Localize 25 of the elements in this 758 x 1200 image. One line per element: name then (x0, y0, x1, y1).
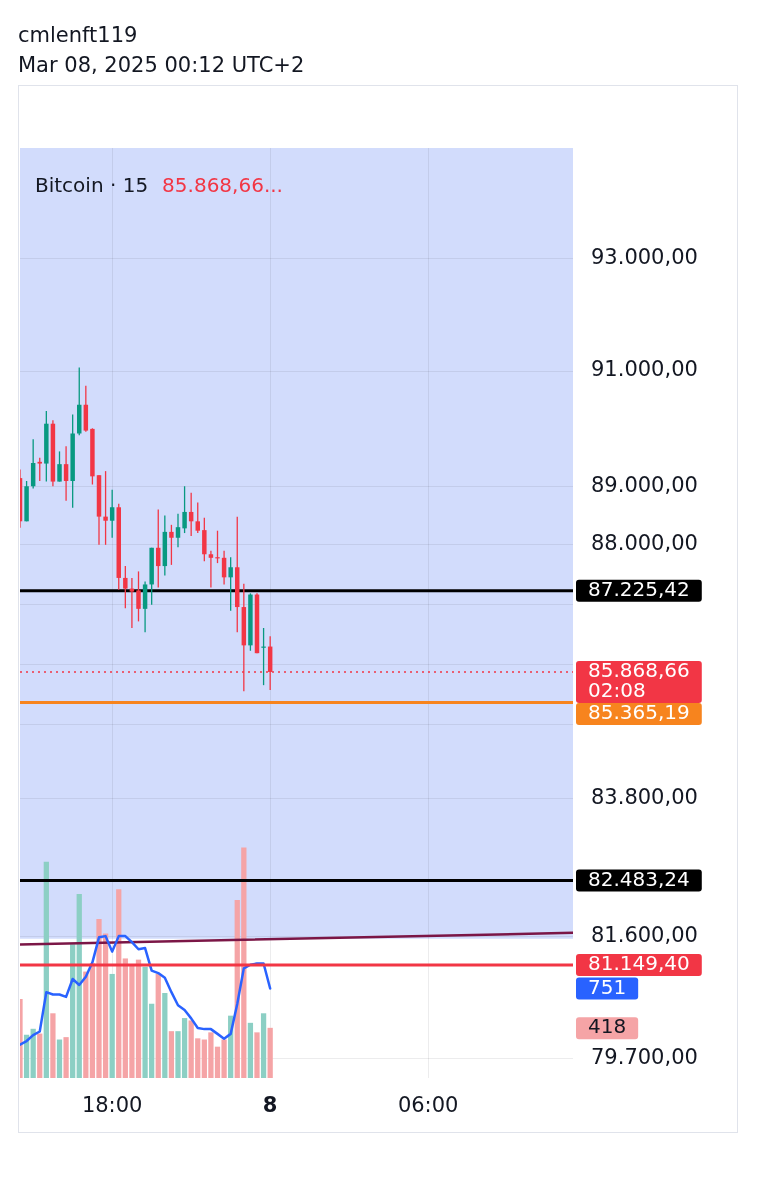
y-tick-label: 91.000,00 (591, 357, 698, 382)
ref-line-label: 87.225,42 (588, 576, 690, 601)
text: Mar 08, 2025 00:12 UTC+2 (18, 52, 305, 79)
ref-line-label: 85.868,66 02:08 (588, 658, 690, 703)
x-tick-label: 06:00 (397, 1093, 459, 1118)
y-tick-label: 93.000,00 (591, 244, 698, 269)
y2-tick-label: 751 (588, 974, 627, 999)
y-tick-label: 89.000,00 (591, 472, 698, 497)
x-tick-label: 8 (262, 1093, 278, 1118)
candlestick (208, 550, 214, 588)
candlestick (129, 577, 135, 628)
ref-line-label: 82.483,24 (588, 866, 690, 891)
y-tick-label: 88.000,00 (591, 531, 698, 556)
x-tick-label: 18:00 (81, 1093, 143, 1118)
y-tick-label: 83.800,00 (591, 784, 698, 809)
y-tick-label: 81.600,00 (591, 922, 698, 947)
candlestick (175, 513, 181, 548)
y2-tick-label: 418 (588, 1014, 627, 1039)
ref-line-label: 81.149,40 (588, 951, 690, 976)
text: cmlenft119 (18, 22, 139, 49)
candlestick (63, 446, 69, 501)
text: 85.868,66... (162, 173, 283, 197)
text: Bitcoin · 15 (35, 173, 149, 197)
y-tick-label: 79.700,00 (591, 1044, 698, 1069)
ref-line-label: 85.365,19 (588, 700, 690, 725)
